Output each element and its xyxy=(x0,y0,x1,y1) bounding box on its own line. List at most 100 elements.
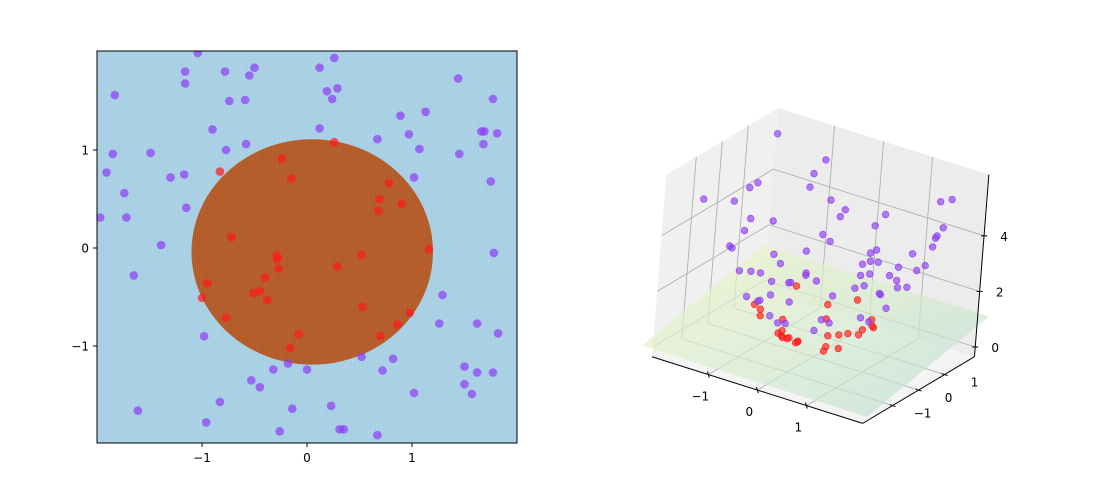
x-tick-label-3d: 1 xyxy=(795,421,803,435)
x-tick-label-3d: 0 xyxy=(746,405,754,419)
data-point xyxy=(467,389,477,399)
data-point-3d xyxy=(787,278,795,287)
data-point-3d xyxy=(860,282,868,290)
data-point-3d xyxy=(810,169,818,178)
data-point-3d xyxy=(872,246,881,254)
data-point xyxy=(326,401,336,411)
data-point-3d xyxy=(893,284,902,292)
data-point-3d xyxy=(825,319,833,327)
data-point-3d xyxy=(817,316,826,324)
data-point xyxy=(180,67,190,76)
y-tick-label-3d: −1 xyxy=(914,407,932,421)
data-point-3d xyxy=(827,196,835,204)
decision-boundary-plot: −1 0 1 −1 0 1 xyxy=(71,50,518,465)
data-point-3d xyxy=(781,319,789,328)
data-point xyxy=(221,145,231,155)
data-point-3d xyxy=(866,249,875,257)
data-point xyxy=(373,134,382,144)
x-tick-label: 1 xyxy=(408,451,416,465)
z-tick-label-3d: 2 xyxy=(996,285,1004,299)
data-point xyxy=(182,203,191,213)
data-point xyxy=(373,430,382,440)
data-point xyxy=(357,250,366,260)
data-point xyxy=(374,206,383,216)
y-axis-ticks: −1 0 1 xyxy=(71,144,97,354)
data-point xyxy=(479,139,488,149)
data-point-3d xyxy=(785,334,793,342)
data-point-3d xyxy=(921,261,929,270)
data-point-3d xyxy=(730,197,738,205)
data-point-3d xyxy=(756,305,765,313)
data-point xyxy=(102,168,111,177)
3d-scatter-points xyxy=(700,129,956,355)
data-point-3d xyxy=(766,291,775,299)
data-point xyxy=(480,127,489,136)
data-point-3d xyxy=(856,271,865,280)
scatter-points xyxy=(97,51,503,440)
data-point-3d xyxy=(928,243,937,251)
data-point-3d xyxy=(746,183,754,192)
data-point xyxy=(393,320,402,329)
data-point xyxy=(129,271,139,280)
data-point-3d xyxy=(937,197,945,206)
data-point-3d xyxy=(874,258,882,266)
data-point-3d xyxy=(802,247,811,255)
data-point xyxy=(472,319,482,328)
data-point-3d xyxy=(778,333,787,342)
data-point xyxy=(197,293,207,303)
data-point xyxy=(122,213,131,222)
data-point xyxy=(376,331,385,341)
y-tick-label-3d: 0 xyxy=(945,391,953,405)
data-point xyxy=(108,149,118,159)
data-point xyxy=(133,406,143,416)
data-point-3d xyxy=(858,260,867,268)
data-point-3d xyxy=(819,230,827,239)
data-point-3d xyxy=(802,269,810,277)
data-point xyxy=(453,74,463,83)
data-point-3d xyxy=(806,183,814,191)
data-point xyxy=(179,170,189,179)
data-point-3d xyxy=(933,232,941,240)
data-point-3d xyxy=(747,214,755,223)
data-point xyxy=(404,130,414,139)
data-point-3d xyxy=(876,290,885,299)
data-point xyxy=(493,329,503,338)
data-point xyxy=(180,79,190,88)
data-point xyxy=(288,404,297,414)
data-point xyxy=(260,273,270,282)
data-point xyxy=(97,213,105,222)
x-axis-ticks: −1 0 1 xyxy=(193,443,416,465)
data-point-3d xyxy=(735,267,744,275)
data-point-3d xyxy=(836,212,844,221)
data-point xyxy=(315,124,324,133)
data-point xyxy=(225,96,234,106)
data-point-3d xyxy=(810,326,818,335)
data-point xyxy=(357,352,366,362)
data-point-3d xyxy=(948,195,956,204)
data-point-3d xyxy=(894,263,903,271)
data-point-3d xyxy=(834,344,842,353)
y-tick-label: 1 xyxy=(81,144,89,158)
data-point-3d xyxy=(866,270,874,278)
data-point-3d xyxy=(841,205,849,214)
data-point xyxy=(438,290,447,300)
data-point xyxy=(193,51,203,58)
data-point-3d xyxy=(766,312,774,320)
data-point-3d xyxy=(881,210,890,219)
data-point-3d xyxy=(858,326,867,334)
data-point xyxy=(294,329,303,339)
data-point xyxy=(488,94,498,104)
3d-axes: −1 0 1 −1 0 1 0 2 4 xyxy=(651,174,1008,435)
data-point xyxy=(435,319,444,328)
data-point xyxy=(488,368,498,377)
data-point xyxy=(120,188,129,198)
data-point xyxy=(287,174,296,183)
data-point xyxy=(247,376,256,385)
x-tick-label-3d: −1 xyxy=(691,390,709,404)
data-point xyxy=(460,379,469,389)
data-point xyxy=(375,194,384,204)
data-point-3d xyxy=(770,250,778,258)
data-point xyxy=(110,90,120,100)
data-point xyxy=(424,244,434,254)
data-point xyxy=(220,67,230,76)
